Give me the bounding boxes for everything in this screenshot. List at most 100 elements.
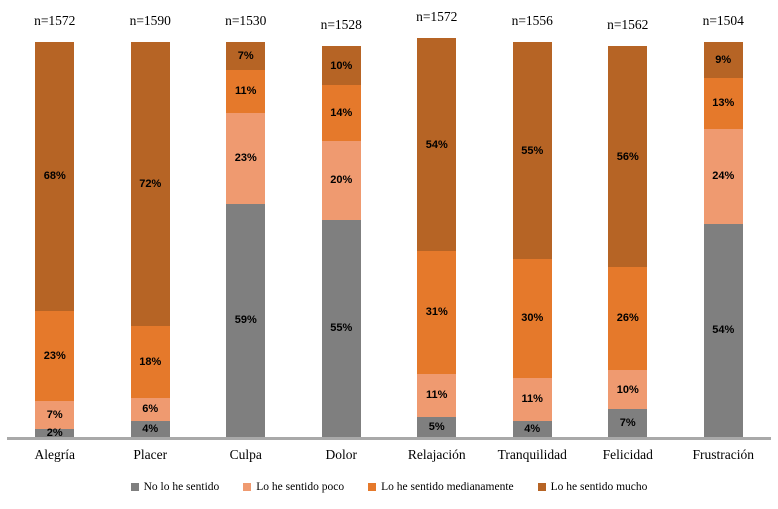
- bar-segment-lo-he-sentido-mucho: 7%: [226, 41, 266, 70]
- segment-value-label: 4%: [142, 423, 159, 436]
- segment-value-label: 30%: [521, 312, 544, 325]
- bar-segment-lo-he-sentido-poco: 11%: [512, 377, 552, 422]
- bar-segment-lo-he-sentido-mucho: 68%: [35, 41, 75, 311]
- segment-value-label: 23%: [43, 349, 66, 362]
- bar-column-relajaci-n: 54% 31% 11% 5%: [417, 37, 457, 437]
- bar-segment-no-lo-he-sentido: 5%: [417, 417, 457, 437]
- legend-swatch-icon: [243, 483, 252, 491]
- segment-value-label: 11%: [235, 85, 257, 98]
- bar-segment-lo-he-sentido-mucho: 9%: [703, 41, 743, 78]
- bar-segment-no-lo-he-sentido: 55%: [321, 219, 361, 437]
- bar-segment-lo-he-sentido-mucho: 72%: [130, 42, 170, 327]
- legend-swatch-icon: [130, 483, 139, 491]
- segment-value-label: 14%: [330, 107, 353, 120]
- bar-segment-lo-he-sentido-mucho: 56%: [608, 45, 648, 268]
- legend-item-no-lo-he-sentido: No lo he sentido: [130, 481, 220, 493]
- bar-segment-lo-he-sentido-poco: 6%: [130, 397, 170, 422]
- category-label-culpa: Culpa: [229, 447, 262, 462]
- segment-value-label: 4%: [524, 423, 541, 436]
- bar-segment-no-lo-he-sentido: 59%: [226, 203, 266, 437]
- bar-segment-lo-he-sentido-mucho: 54%: [417, 37, 457, 252]
- legend-item-lo-he-sentido-mucho: Lo he sentido mucho: [537, 481, 648, 493]
- bar-segment-lo-he-sentido-medianamente: 31%: [417, 251, 457, 374]
- segment-value-label: 5%: [428, 421, 445, 434]
- segment-value-label: 10%: [330, 59, 353, 72]
- segment-value-label: 26%: [616, 312, 639, 325]
- bar-segment-lo-he-sentido-medianamente: 30%: [512, 259, 552, 378]
- category-label-placer: Placer: [133, 447, 168, 462]
- bar-segment-lo-he-sentido-medianamente: 26%: [608, 267, 648, 370]
- bar-segment-lo-he-sentido-poco: 23%: [226, 113, 266, 204]
- legend-label: Lo he sentido medianamente: [381, 481, 514, 493]
- category-label-dolor: Dolor: [325, 447, 358, 462]
- bar-segment-lo-he-sentido-medianamente: 23%: [35, 310, 75, 402]
- legend-swatch-icon: [368, 483, 377, 491]
- segment-value-label: 6%: [142, 403, 159, 416]
- segment-value-label: 31%: [425, 306, 448, 319]
- bar-column-dolor: 10% 14% 20% 55%: [321, 45, 361, 437]
- segment-value-label: 10%: [616, 383, 639, 396]
- segment-value-label: 11%: [426, 389, 448, 402]
- legend: No lo he sentido Lo he sentido poco Lo he …: [0, 481, 778, 493]
- bar-segment-lo-he-sentido-mucho: 55%: [512, 41, 552, 260]
- legend-item-lo-he-sentido-medianamente: Lo he sentido medianamente: [368, 481, 514, 493]
- legend-label: Lo he sentido mucho: [550, 481, 648, 493]
- n-label: n=1504: [702, 12, 744, 28]
- segment-value-label: 72%: [139, 178, 162, 191]
- segment-value-label: 9%: [715, 53, 732, 66]
- segment-value-label: 13%: [712, 97, 735, 110]
- segment-value-label: 11%: [521, 393, 543, 406]
- segment-value-label: 7%: [46, 409, 63, 422]
- legend-label: Lo he sentido poco: [256, 481, 345, 493]
- segment-value-label: 23%: [234, 152, 257, 165]
- bar-segment-lo-he-sentido-poco: 7%: [35, 401, 75, 430]
- segment-value-label: 24%: [712, 170, 735, 183]
- segment-value-label: 18%: [139, 355, 162, 368]
- n-label: n=1590: [129, 13, 171, 29]
- bar-segment-lo-he-sentido-poco: 24%: [703, 128, 743, 224]
- segment-value-label: 55%: [330, 322, 353, 335]
- bars-row: n=1572 68% 23% 7% 2% n=1590 72% 18% 6% 4% n=1530 7%…: [7, 0, 771, 439]
- segment-value-label: 54%: [425, 138, 448, 151]
- n-label: n=1572: [416, 8, 458, 24]
- bar-segment-lo-he-sentido-poco: 20%: [321, 140, 361, 220]
- segment-value-label: 56%: [616, 150, 639, 163]
- bar-segment-lo-he-sentido-medianamente: 14%: [321, 85, 361, 141]
- bar-segment-no-lo-he-sentido: 2%: [35, 428, 75, 439]
- segment-value-label: 20%: [330, 174, 353, 187]
- n-label: n=1562: [607, 16, 649, 32]
- segment-value-label: 55%: [521, 144, 544, 157]
- category-axis: Alegría Placer Culpa Dolor Relajación Tranqui…: [7, 447, 771, 463]
- segment-value-label: 54%: [712, 324, 735, 337]
- bar-segment-lo-he-sentido-poco: 10%: [608, 369, 648, 410]
- bar-slot-dolor: n=1528 10% 14% 20% 55%: [294, 0, 390, 437]
- segment-value-label: 68%: [43, 170, 66, 183]
- category-label-alegr-a: Alegría: [34, 447, 75, 462]
- bar-slot-tranquilidad: n=1556 55% 30% 11% 4%: [485, 0, 581, 437]
- bar-segment-no-lo-he-sentido: 7%: [608, 409, 648, 437]
- category-label-relajaci-n: Relajación: [407, 447, 466, 462]
- bar-segment-lo-he-sentido-medianamente: 11%: [226, 69, 266, 114]
- n-label: n=1556: [511, 12, 553, 28]
- n-label: n=1572: [34, 12, 76, 28]
- bar-segment-no-lo-he-sentido: 4%: [512, 421, 552, 437]
- legend-swatch-icon: [537, 483, 546, 491]
- bar-column-frustraci-n: 9% 13% 24% 54%: [703, 41, 743, 437]
- segment-value-label: 7%: [619, 417, 636, 430]
- bar-segment-lo-he-sentido-medianamente: 18%: [130, 326, 170, 398]
- segment-value-label: 7%: [237, 49, 254, 62]
- bar-column-tranquilidad: 55% 30% 11% 4%: [512, 41, 552, 437]
- bar-segment-no-lo-he-sentido: 4%: [130, 421, 170, 437]
- bar-slot-felicidad: n=1562 56% 26% 10% 7%: [580, 0, 676, 437]
- category-label-felicidad: Felicidad: [602, 447, 653, 462]
- legend-label: No lo he sentido: [143, 481, 220, 493]
- bar-slot-alegr-a: n=1572 68% 23% 7% 2%: [7, 0, 103, 439]
- x-axis-line: [7, 437, 771, 440]
- bar-segment-lo-he-sentido-poco: 11%: [417, 373, 457, 418]
- bar-column-felicidad: 56% 26% 10% 7%: [608, 45, 648, 437]
- bar-slot-relajaci-n: n=1572 54% 31% 11% 5%: [389, 0, 485, 437]
- bar-slot-culpa: n=1530 7% 11% 23% 59%: [198, 0, 294, 437]
- bar-column-culpa: 7% 11% 23% 59%: [226, 41, 266, 437]
- category-label-frustraci-n: Frustración: [692, 447, 755, 462]
